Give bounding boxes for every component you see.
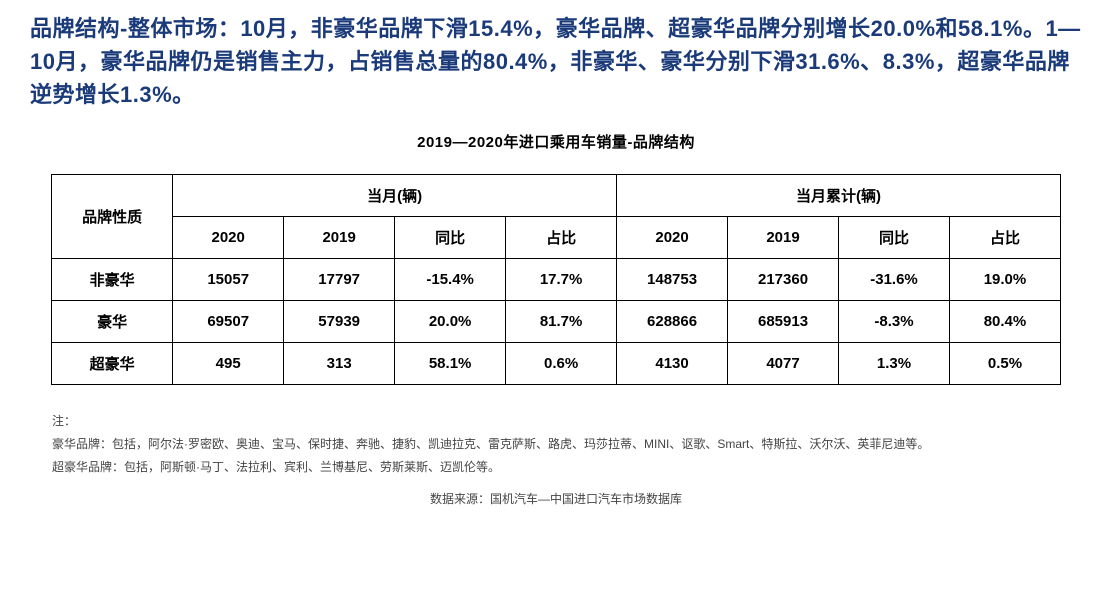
cell-value: -8.3%: [839, 301, 950, 343]
cell-row-label: 超豪华: [52, 343, 173, 385]
col-header-yoy-m: 同比: [395, 217, 506, 259]
col-group-cumulative: 当月累计(辆): [617, 175, 1061, 217]
cell-value: 217360: [728, 259, 839, 301]
brand-structure-table: 品牌性质 当月(辆) 当月累计(辆) 2020 2019 同比 占比 2020 …: [51, 174, 1061, 385]
col-header-share-c: 占比: [949, 217, 1060, 259]
cell-value: 17797: [284, 259, 395, 301]
cell-value: 81.7%: [506, 301, 617, 343]
cell-value: 685913: [728, 301, 839, 343]
cell-value: 628866: [617, 301, 728, 343]
col-group-current-month: 当月(辆): [173, 175, 617, 217]
table-header-row-2: 2020 2019 同比 占比 2020 2019 同比 占比: [52, 217, 1061, 259]
table-header-row-1: 品牌性质 当月(辆) 当月累计(辆): [52, 175, 1061, 217]
cell-value: 148753: [617, 259, 728, 301]
cell-value: -31.6%: [839, 259, 950, 301]
cell-value: 495: [173, 343, 284, 385]
cell-value: -15.4%: [395, 259, 506, 301]
cell-value: 69507: [173, 301, 284, 343]
table-row: 非豪华 15057 17797 -15.4% 17.7% 148753 2173…: [52, 259, 1061, 301]
col-header-brand-nature: 品牌性质: [52, 175, 173, 259]
cell-value: 57939: [284, 301, 395, 343]
cell-value: 20.0%: [395, 301, 506, 343]
cell-row-label: 非豪华: [52, 259, 173, 301]
cell-value: 19.0%: [949, 259, 1060, 301]
cell-value: 0.6%: [506, 343, 617, 385]
col-header-2019-c: 2019: [728, 217, 839, 259]
footnote-line: 豪华品牌：包括，阿尔法·罗密欧、奥迪、宝马、保时捷、奔驰、捷豹、凯迪拉克、雷克萨…: [52, 433, 1082, 456]
col-header-2020-c: 2020: [617, 217, 728, 259]
cell-value: 0.5%: [949, 343, 1060, 385]
cell-value: 1.3%: [839, 343, 950, 385]
cell-row-label: 豪华: [52, 301, 173, 343]
col-header-share-m: 占比: [506, 217, 617, 259]
table-title: 2019—2020年进口乘用车销量-品牌结构: [30, 131, 1082, 152]
footnotes: 注： 豪华品牌：包括，阿尔法·罗密欧、奥迪、宝马、保时捷、奔驰、捷豹、凯迪拉克、…: [52, 410, 1082, 478]
footnote-label: 注：: [52, 410, 1082, 433]
col-header-2019-m: 2019: [284, 217, 395, 259]
cell-value: 313: [284, 343, 395, 385]
col-header-yoy-c: 同比: [839, 217, 950, 259]
col-header-2020-m: 2020: [173, 217, 284, 259]
cell-value: 4130: [617, 343, 728, 385]
footnote-line: 超豪华品牌：包括，阿斯顿·马丁、法拉利、宾利、兰博基尼、劳斯莱斯、迈凯伦等。: [52, 456, 1082, 479]
cell-value: 17.7%: [506, 259, 617, 301]
table-row: 超豪华 495 313 58.1% 0.6% 4130 4077 1.3% 0.…: [52, 343, 1061, 385]
page-heading: 品牌结构-整体市场：10月，非豪华品牌下滑15.4%，豪华品牌、超豪华品牌分别增…: [30, 12, 1082, 111]
cell-value: 58.1%: [395, 343, 506, 385]
data-source: 数据来源：国机汽车—中国进口汽车市场数据库: [30, 490, 1082, 507]
cell-value: 4077: [728, 343, 839, 385]
cell-value: 80.4%: [949, 301, 1060, 343]
cell-value: 15057: [173, 259, 284, 301]
table-row: 豪华 69507 57939 20.0% 81.7% 628866 685913…: [52, 301, 1061, 343]
